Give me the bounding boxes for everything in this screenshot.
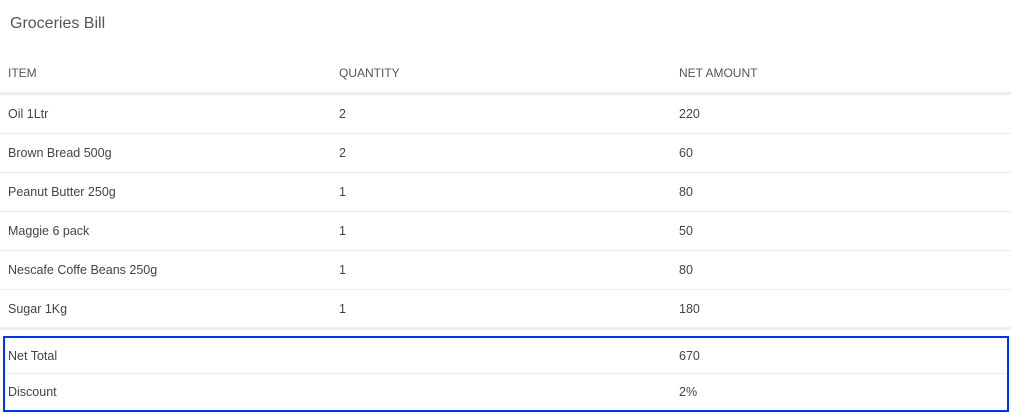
cell-net-amount: 80 [679,185,693,199]
column-header-item: ITEM [8,66,37,80]
table-row: Brown Bread 500g 2 60 [0,134,1011,173]
summary-value: 2% [679,385,698,399]
cell-item: Maggie 6 pack [8,224,90,238]
cell-item: Sugar 1Kg [8,302,68,316]
column-header-quantity: QUANTITY [339,66,400,80]
cell-quantity: 1 [339,263,346,277]
table-row: Oil 1Ltr 2 220 [0,95,1011,134]
table-row: Maggie 6 pack 1 50 [0,212,1011,251]
summary-row-net-total: Net Total 670 [5,338,1007,374]
summary-row-discount: Discount 2% [5,374,1007,410]
table-row: Nescafe Coffe Beans 250g 1 80 [0,251,1011,290]
cell-quantity: 2 [339,107,346,121]
table-header: ITEM QUANTITY NET AMOUNT [0,54,1011,95]
cell-item: Peanut Butter 250g [8,185,116,199]
cell-quantity: 1 [339,185,346,199]
summary-value: 670 [679,348,700,363]
summary-label: Discount [8,385,57,399]
cell-item: Oil 1Ltr [8,107,49,121]
divider [0,327,1011,330]
table-row: Peanut Butter 250g 1 80 [0,173,1011,212]
cell-net-amount: 180 [679,302,700,316]
cell-net-amount: 80 [679,263,693,277]
cell-item: Brown Bread 500g [8,146,112,160]
summary-section: Net Total 670 Discount 2% [3,336,1009,412]
cell-item: Nescafe Coffe Beans 250g [8,263,158,277]
cell-quantity: 1 [339,224,346,238]
cell-net-amount: 50 [679,224,693,238]
page-title: Groceries Bill [10,15,106,32]
summary-label: Net Total [8,348,58,363]
cell-net-amount: 60 [679,146,693,160]
column-header-net-amount: NET AMOUNT [679,66,758,80]
cell-net-amount: 220 [679,107,700,121]
cell-quantity: 2 [339,146,346,160]
table-row: Sugar 1Kg 1 180 [0,290,1011,329]
cell-quantity: 1 [339,302,346,316]
